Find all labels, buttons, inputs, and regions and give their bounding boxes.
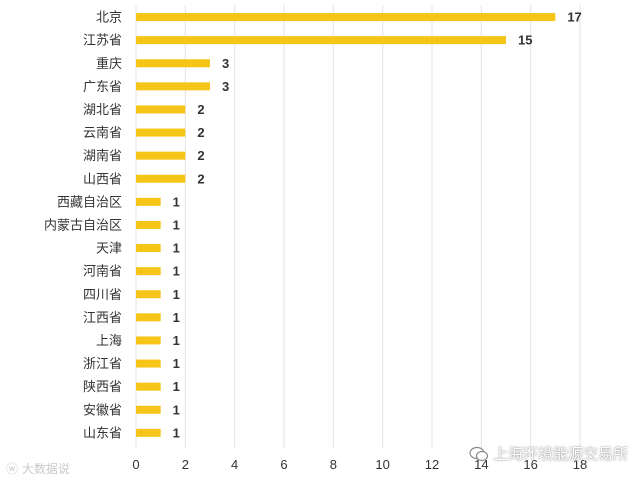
x-tick-label: 14 xyxy=(474,457,488,472)
category-label: 山东省 xyxy=(83,425,122,440)
watermark-right-text: 上海环境能源交易所 xyxy=(492,445,628,463)
category-label: 山西省 xyxy=(83,171,122,186)
value-label: 3 xyxy=(222,79,229,94)
x-tick-label: 10 xyxy=(375,457,389,472)
category-label: 云南省 xyxy=(83,125,122,140)
x-tick-label: 4 xyxy=(231,457,238,472)
value-label: 1 xyxy=(173,194,180,209)
category-label: 江西省 xyxy=(83,310,122,325)
bar xyxy=(136,82,210,91)
category-label: 湖北省 xyxy=(83,102,122,117)
category-label: 内蒙古自治区 xyxy=(44,217,122,232)
x-tick-label: 6 xyxy=(280,457,287,472)
watermark-left-icon: ⓦ xyxy=(6,462,19,476)
value-label: 1 xyxy=(173,402,180,417)
category-label: 上海 xyxy=(96,333,122,348)
x-tick-label: 0 xyxy=(132,457,139,472)
bars xyxy=(136,13,556,437)
x-tick-labels: 0 2 4 6 8 10 12 14 16 18 xyxy=(132,457,587,472)
bar xyxy=(136,128,186,137)
category-label: 湖南省 xyxy=(83,148,122,163)
bar xyxy=(136,382,161,391)
value-label: 1 xyxy=(173,217,180,232)
x-tick-label: 18 xyxy=(573,457,587,472)
value-label: 1 xyxy=(173,241,180,256)
value-label: 2 xyxy=(197,171,204,186)
bar xyxy=(136,197,161,206)
bar xyxy=(136,151,186,160)
category-label: 西藏自治区 xyxy=(57,194,122,209)
x-tick-label: 12 xyxy=(425,457,439,472)
bar xyxy=(136,220,161,229)
bar xyxy=(136,105,186,114)
category-labels: 北京江苏省重庆广东省湖北省云南省湖南省山西省西藏自治区内蒙古自治区天津河南省四川… xyxy=(44,10,122,441)
value-labels: 17 15 3 3 2 2 2 2 1 1 1 1 1 1 1 1 1 1 1 xyxy=(173,10,582,441)
value-label: 1 xyxy=(173,425,180,440)
category-label: 重庆 xyxy=(96,56,122,71)
bar xyxy=(136,359,161,368)
value-label: 1 xyxy=(173,264,180,279)
bar xyxy=(136,290,161,299)
category-label: 陕西省 xyxy=(83,379,122,394)
bar xyxy=(136,428,161,437)
bar xyxy=(136,244,161,253)
bar xyxy=(136,59,210,68)
value-label: 15 xyxy=(518,33,532,48)
value-label: 1 xyxy=(173,356,180,371)
x-tick-label: 2 xyxy=(182,457,189,472)
value-label: 1 xyxy=(173,333,180,348)
bar xyxy=(136,313,161,322)
value-label: 1 xyxy=(173,379,180,394)
watermark-left: ⓦ 大数据说 xyxy=(6,460,70,477)
bar xyxy=(136,336,161,345)
watermark-left-text: 大数据说 xyxy=(21,462,70,476)
value-label: 2 xyxy=(197,125,204,140)
grid-lines xyxy=(135,5,581,448)
value-label: 3 xyxy=(222,56,229,71)
category-label: 河南省 xyxy=(83,264,122,279)
category-label: 江苏省 xyxy=(83,33,122,48)
value-label: 1 xyxy=(173,287,180,302)
value-label: 1 xyxy=(173,310,180,325)
value-label: 2 xyxy=(197,102,204,117)
watermark-right: 上海环境能源交易所 xyxy=(469,443,628,464)
bar xyxy=(136,267,161,276)
bar xyxy=(136,36,506,45)
category-label: 天津 xyxy=(96,241,122,256)
category-label: 浙江省 xyxy=(83,356,122,371)
value-label: 2 xyxy=(197,148,204,163)
category-label: 安徽省 xyxy=(83,402,122,417)
bar xyxy=(136,13,556,22)
category-label: 广东省 xyxy=(83,79,122,94)
x-tick-label: 16 xyxy=(523,457,537,472)
x-tick-label: 8 xyxy=(330,457,337,472)
bar xyxy=(136,174,186,183)
bar xyxy=(136,405,161,414)
category-label: 四川省 xyxy=(83,287,122,302)
category-label: 北京 xyxy=(96,10,122,25)
wechat-icon xyxy=(469,446,489,461)
value-label: 17 xyxy=(567,10,581,25)
